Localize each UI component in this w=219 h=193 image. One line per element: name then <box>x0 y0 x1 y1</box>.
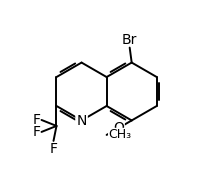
Text: F: F <box>33 113 41 127</box>
Text: O: O <box>113 121 124 135</box>
Text: Br: Br <box>122 33 137 47</box>
Text: F: F <box>33 125 41 139</box>
Text: F: F <box>49 142 58 156</box>
Text: N: N <box>76 114 87 129</box>
Text: CH₃: CH₃ <box>109 128 132 141</box>
